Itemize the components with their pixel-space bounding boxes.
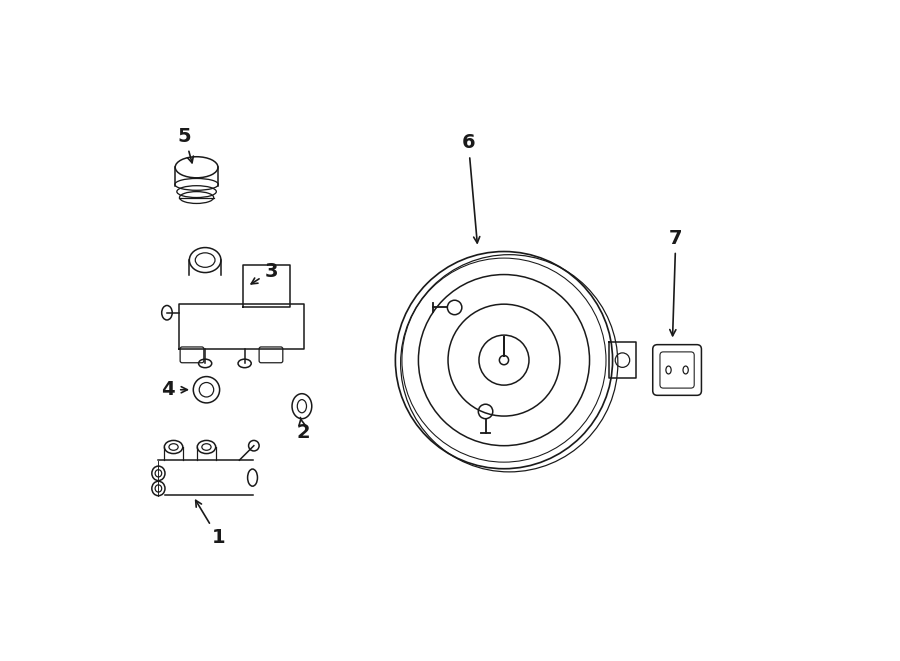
- Text: 2: 2: [296, 418, 310, 442]
- Text: 6: 6: [462, 134, 480, 243]
- Text: 1: 1: [195, 500, 225, 547]
- Text: 5: 5: [178, 127, 194, 163]
- Text: 7: 7: [669, 229, 682, 336]
- Text: 3: 3: [251, 262, 278, 284]
- Text: 4: 4: [161, 380, 187, 399]
